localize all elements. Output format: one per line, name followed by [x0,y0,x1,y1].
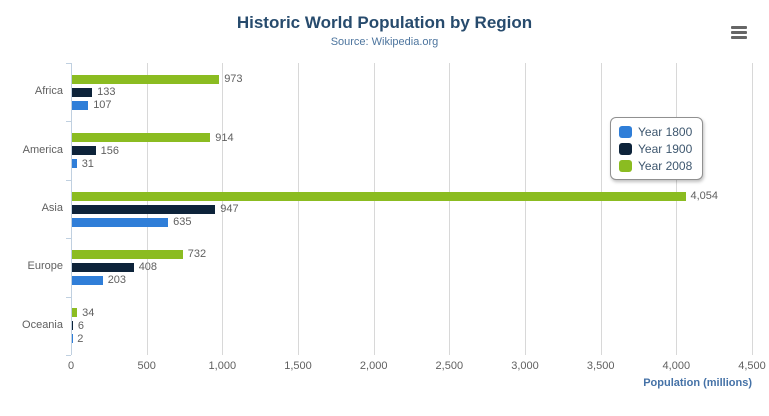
gridline [298,63,299,355]
legend-item-label: Year 1900 [638,141,693,156]
bar-year-2008-africa[interactable] [72,74,220,84]
bar-year-2008-europe[interactable] [72,249,183,259]
bar-value-label: 107 [93,99,112,112]
x-axis-tick-label: 3,000 [511,360,539,372]
bar-year-1900-africa[interactable] [72,87,93,97]
chart-title: Historic World Population by Region [236,13,533,32]
bar-value-label: 732 [187,248,207,261]
bar-year-1800-africa[interactable] [72,100,89,110]
bar-value-label: 6 [77,319,85,332]
y-axis-category-label: Europe [27,260,63,273]
bar-year-1900-america[interactable] [72,146,96,156]
bar-value-label: 4,054 [690,190,719,202]
plot-area: 973 133 107 914 156 31 4,054 947 635 732 408 203 34 6… [66,63,753,356]
bar-value-label: 34 [82,306,95,319]
x-axis-tick-label: 500 [137,360,156,372]
x-axis-title: Population (millions) [643,377,752,389]
legend-color-swatch [619,159,632,172]
legend-item-label: Year 2008 [638,158,693,173]
gridline [222,63,224,355]
legend-item-label: Year 1800 [638,124,693,139]
x-axis-tick-label: 2,500 [435,360,464,372]
x-axis-tick-label: 1,500 [284,360,312,372]
gridline [373,63,375,355]
hamburger-menu-icon [731,36,747,39]
category-axis-tick [66,355,71,356]
bar-value-label: 203 [107,274,127,287]
gridline [600,63,602,355]
bar-year-1800-europe[interactable] [72,275,103,285]
legend-color-swatch [619,142,632,155]
category-axis-tick [66,238,71,240]
bar-year-1800-america[interactable] [72,159,77,169]
bar-year-1900-europe[interactable] [72,262,134,272]
gridline [449,63,451,355]
bar-year-1900-asia[interactable] [72,204,216,214]
x-axis-tick-label: 3,500 [586,360,615,372]
category-axis-line [71,63,72,355]
x-axis-tick-label: 0 [67,360,75,372]
legend-color-swatch [619,125,632,138]
bar-value-label: 31 [81,157,94,170]
bar-value-label: 973 [224,73,243,86]
legend-item-year-2008[interactable]: Year 2008 [619,157,692,174]
category-axis-tick [66,63,71,64]
export-menu-button[interactable] [728,21,750,44]
bar-year-1800-asia[interactable] [72,217,169,227]
gridline [752,63,753,355]
legend-item-year-1900[interactable]: Year 1900 [619,140,692,157]
x-axis-tick-label: 4,500 [738,360,766,372]
category-axis-tick [66,121,71,123]
bar-value-label: 133 [97,86,116,99]
chart-subtitle: Source: Wikipedia.org [330,36,439,48]
y-axis-category-label: Asia [41,202,63,214]
bar-value-label: 635 [173,216,192,228]
x-axis-tick-label: 2,000 [359,360,388,372]
legend: Year 1800 Year 1900 Year 2008 [610,117,704,180]
x-axis-tick-label: 4,000 [662,360,691,372]
bar-year-2008-oceania[interactable] [72,308,78,318]
y-axis-category-label: Africa [34,85,63,98]
hamburger-menu-icon [731,31,747,34]
bar-year-1900-oceania[interactable] [72,321,73,331]
bar-value-label: 914 [215,131,234,144]
bar-value-label: 947 [220,203,239,215]
x-axis-tick-label: 1,000 [208,360,237,372]
bar-value-label: 156 [100,144,119,157]
category-axis-tick [66,296,71,298]
bar-year-2008-asia[interactable] [72,191,686,201]
gridline [525,63,526,355]
y-axis-category-label: Oceania [22,318,63,331]
bar-value-label: 2 [77,332,84,345]
legend-item-year-1800[interactable]: Year 1800 [619,123,692,140]
bar-year-2008-america[interactable] [72,133,211,143]
category-axis-tick [66,179,71,181]
gridline [676,63,678,355]
y-axis-category-label: America [22,143,63,156]
hamburger-menu-icon [731,26,747,29]
bar-value-label: 408 [138,261,158,274]
